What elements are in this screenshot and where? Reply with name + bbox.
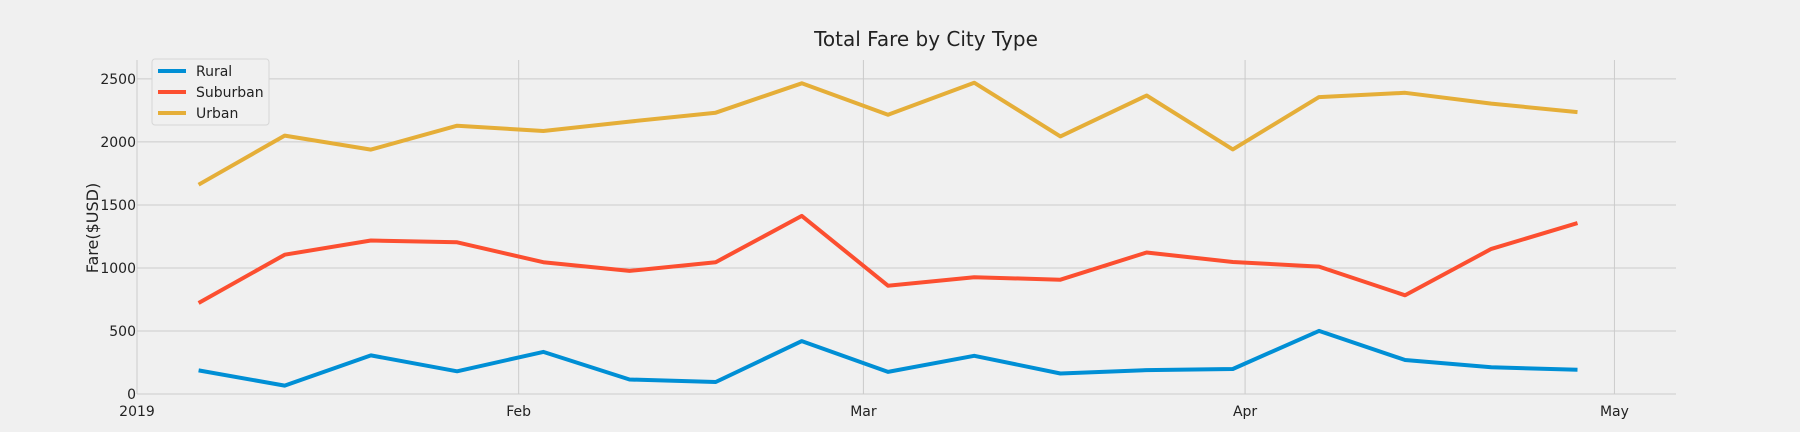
y-axis-label: Fare($USD): [83, 183, 102, 273]
legend: Rural Suburban Urban: [151, 58, 270, 126]
y-tick-label: 1500: [100, 198, 136, 214]
y-tick-label: 2000: [100, 135, 136, 151]
y-tick-label: 1000: [100, 261, 136, 277]
x-tick-label: May: [1600, 404, 1629, 420]
legend-box: [151, 58, 270, 126]
legend-label-urban: Urban: [196, 106, 238, 122]
legend-label-rural: Rural: [196, 64, 232, 80]
x-tick-label: Feb: [506, 404, 531, 420]
series-line-urban: [197, 80, 1578, 187]
series-line-suburban: [197, 213, 1579, 305]
chart-title: Total Fare by City Type: [813, 27, 1038, 51]
y-axis-ticks: 0 500 1000 1500 2000 2500: [100, 72, 136, 403]
x-tick-label: Apr: [1233, 404, 1257, 420]
legend-label-suburban: Suburban: [196, 85, 264, 101]
x-tick-label: 2019: [119, 404, 155, 420]
grid: [136, 60, 1676, 395]
y-tick-label: 0: [127, 387, 136, 403]
y-tick-label: 2500: [100, 72, 136, 88]
y-tick-label: 500: [109, 324, 136, 340]
series-lines: [197, 80, 1579, 388]
series-line-rural: [198, 328, 1578, 388]
x-tick-label: Mar: [850, 404, 877, 420]
x-axis-ticks: 2019 Feb Mar Apr May: [119, 404, 1629, 420]
